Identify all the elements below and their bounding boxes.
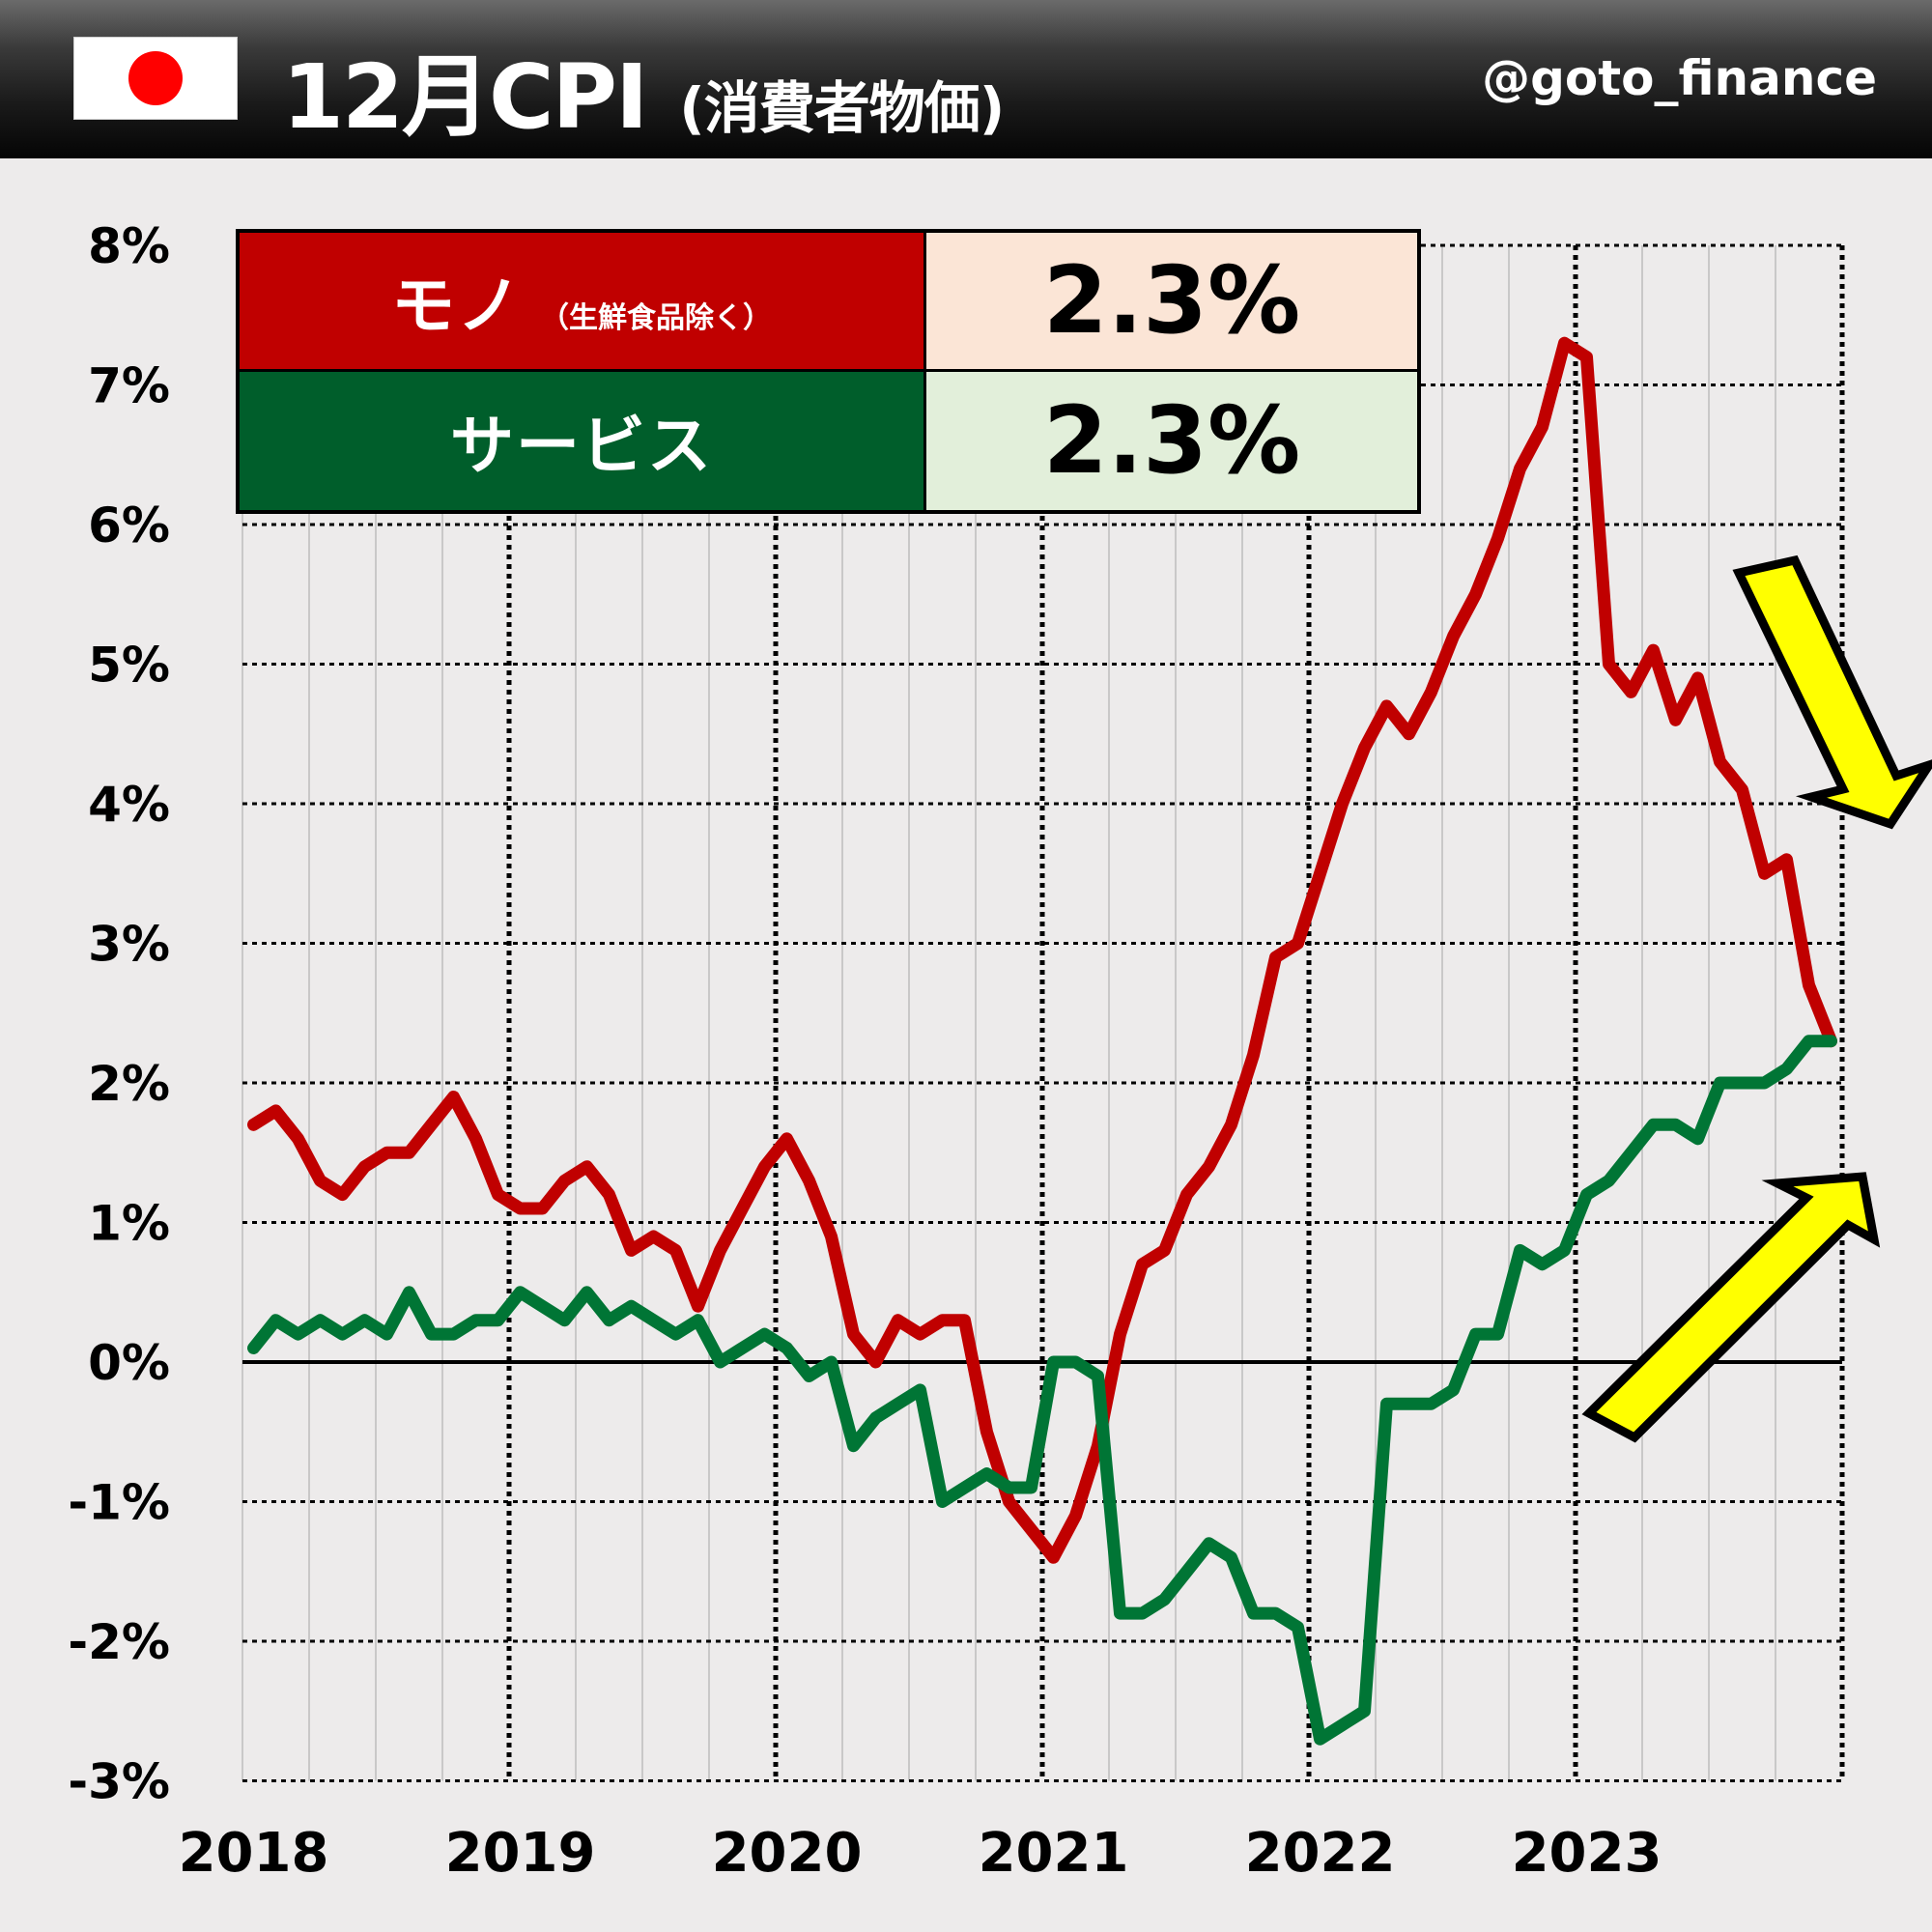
up-arrow-icon: [1581, 1172, 1881, 1443]
y-axis-labels: 8% 7% 6% 5% 4% 3% 2% 1% 0% -1% -2% -3%: [68, 218, 170, 1810]
y-tick-label: 1%: [88, 1196, 170, 1252]
x-tick-label: 2020: [712, 1822, 863, 1885]
legend-goods-label: モノ （生鮮食品除く）: [391, 254, 772, 347]
x-axis-labels: 2018 2019 2020 2021 2022 2023: [179, 1822, 1662, 1885]
goods-sublabel-text: （生鮮食品除く）: [540, 301, 772, 336]
y-tick-label: 7%: [88, 358, 170, 414]
legend-services-value-cell: 2.3%: [926, 371, 1417, 510]
y-tick-label: 2%: [88, 1056, 170, 1112]
services-series-line: [247, 1035, 1837, 1746]
legend-goods-label-cell: モノ （生鮮食品除く）: [240, 233, 926, 372]
y-tick-label: -1%: [68, 1475, 170, 1531]
x-tick-label: 2022: [1245, 1822, 1396, 1885]
y-tick-label: 8%: [88, 218, 170, 274]
page-title: 12月CPI (消費者物価): [282, 25, 1005, 149]
goods-label-text: モノ: [391, 269, 523, 344]
title-sub: (消費者物価): [679, 75, 1005, 141]
header-bar: 12月CPI (消費者物価) @goto_finance: [0, 0, 1932, 158]
x-tick-label: 2021: [979, 1822, 1129, 1885]
legend-goods-value-cell: 2.3%: [926, 233, 1417, 372]
x-tick-label: 2018: [179, 1822, 329, 1885]
title-main: 12月CPI: [282, 45, 648, 149]
author-handle: @goto_finance: [1482, 50, 1877, 106]
services-label-text: サービス: [450, 409, 713, 484]
legend-services-label: サービス: [450, 394, 713, 487]
x-tick-label: 2019: [445, 1822, 596, 1885]
y-tick-label: 3%: [88, 917, 170, 973]
x-tick-label: 2023: [1512, 1822, 1662, 1885]
down-arrow-icon: [1732, 554, 1932, 830]
y-tick-label: -3%: [68, 1754, 170, 1810]
goods-series-line: [247, 336, 1837, 1564]
y-tick-label: -2%: [68, 1614, 170, 1670]
y-tick-label: 0%: [88, 1335, 170, 1391]
goods-value: 2.3%: [1042, 246, 1301, 355]
legend-services-label-cell: サービス: [240, 371, 926, 510]
services-value: 2.3%: [1042, 386, 1301, 496]
data-series: [247, 336, 1837, 1746]
flag-sun: [128, 51, 183, 105]
y-tick-label: 4%: [88, 777, 170, 833]
legend-table: モノ （生鮮食品除く） 2.3% サービス 2.3%: [236, 229, 1421, 514]
y-tick-label: 5%: [88, 638, 170, 694]
japan-flag-icon: [73, 37, 238, 120]
y-tick-label: 6%: [88, 497, 170, 554]
